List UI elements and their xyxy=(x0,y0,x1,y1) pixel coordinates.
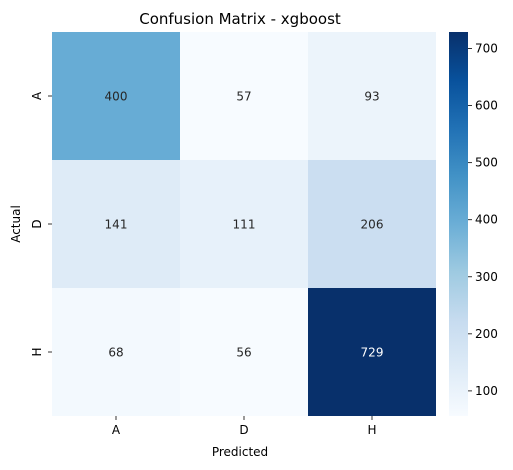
colorbar-tick-label: 200 xyxy=(475,327,498,341)
heatmap-cell xyxy=(308,32,436,160)
x-tick-label: A xyxy=(112,423,121,437)
y-tick-label: A xyxy=(30,91,44,100)
colorbar-tick-label: 500 xyxy=(475,156,498,170)
heatmap-cell xyxy=(52,32,180,160)
x-tick-label: H xyxy=(367,423,376,437)
colorbar-ticks: 100 200 300 400 500 600 700 xyxy=(468,42,498,398)
y-tick-label: D xyxy=(30,219,44,228)
colorbar-tick-label: 300 xyxy=(475,270,498,284)
chart-title: Confusion Matrix - xgboost xyxy=(139,10,341,28)
y-axis-ticks: A D H xyxy=(30,91,52,357)
cell-value-label: 57 xyxy=(236,90,251,104)
cell-value-label: 141 xyxy=(105,218,128,232)
heatmap-cell xyxy=(180,288,308,416)
cell-value-label: 93 xyxy=(364,90,379,104)
heatmap-cell xyxy=(308,160,436,288)
x-axis-label: Predicted xyxy=(212,445,268,459)
colorbar xyxy=(449,32,468,416)
cell-value-label: 400 xyxy=(105,90,128,104)
heatmap-cell xyxy=(52,160,180,288)
cell-value-label: 729 xyxy=(361,346,384,360)
cell-value-label: 68 xyxy=(108,346,123,360)
heatmap-cells: 400 57 93 141 111 206 68 56 729 xyxy=(52,32,436,416)
x-tick-label: D xyxy=(239,423,248,437)
cell-value-label: 56 xyxy=(236,346,251,360)
y-axis-label: Actual xyxy=(9,205,23,243)
heatmap-cell xyxy=(308,288,436,416)
colorbar-tick-label: 700 xyxy=(475,42,498,56)
colorbar-tick-label: 600 xyxy=(475,99,498,113)
heatmap-cell xyxy=(180,32,308,160)
colorbar-tick-label: 400 xyxy=(475,213,498,227)
heatmap-cell xyxy=(52,288,180,416)
colorbar-tick-label: 100 xyxy=(475,384,498,398)
cell-value-label: 111 xyxy=(233,218,256,232)
cell-value-label: 206 xyxy=(361,218,384,232)
heatmap-cell xyxy=(180,160,308,288)
y-tick-label: H xyxy=(30,347,44,356)
